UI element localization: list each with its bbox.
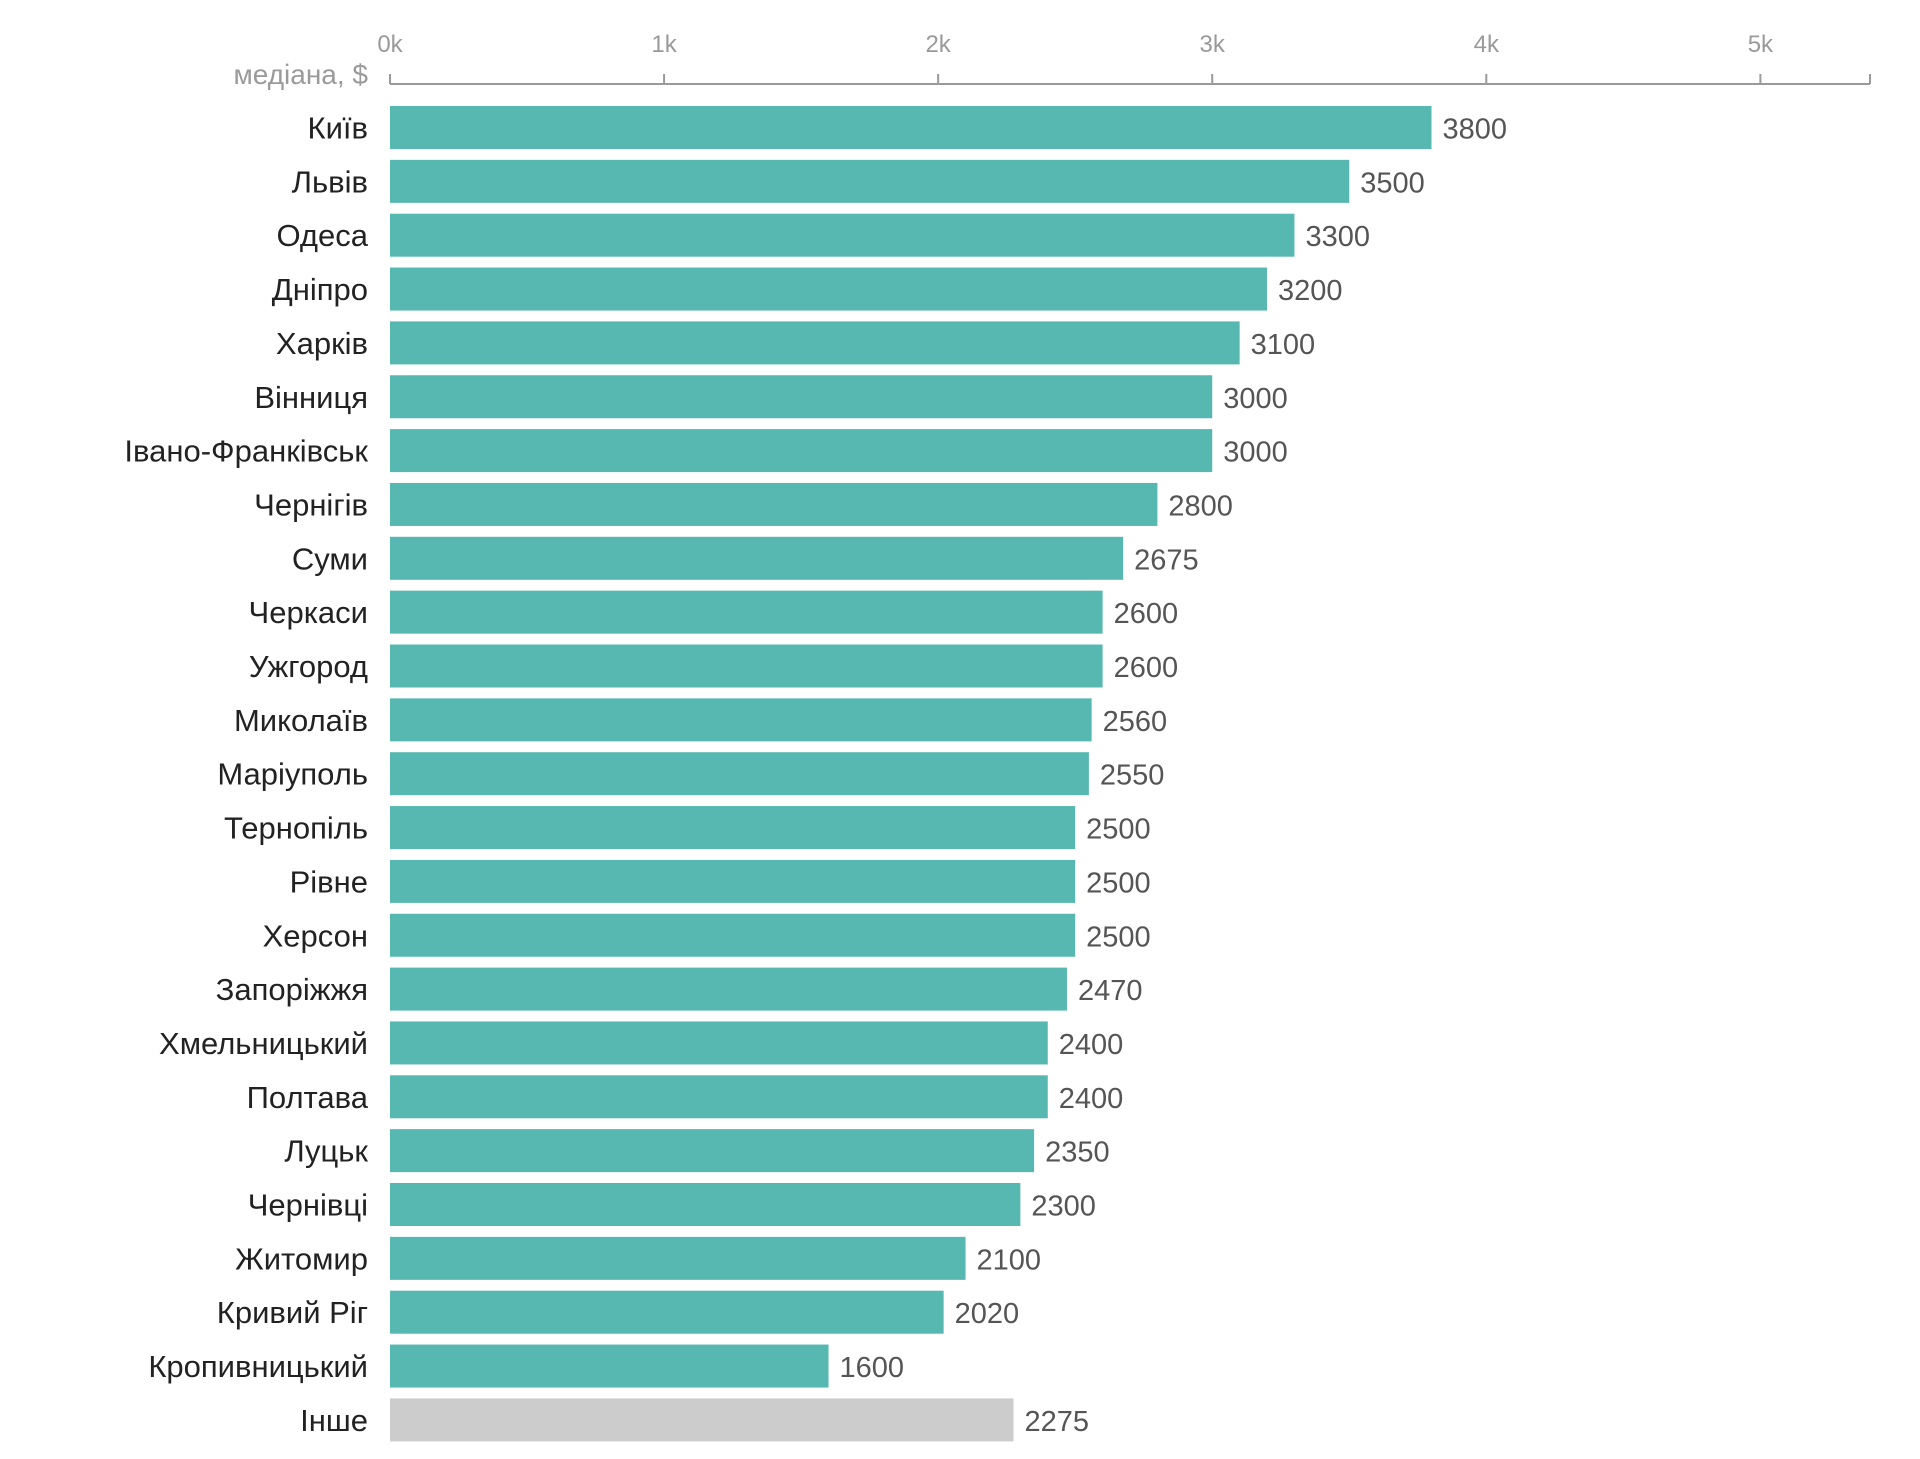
category-label: Херсон [263,918,368,953]
x-tick-label: 4k [1474,31,1500,58]
bar [390,967,1067,1011]
value-label: 2550 [1100,760,1165,792]
value-label: 2275 [1025,1406,1090,1438]
category-label: Рівне [290,864,368,899]
category-label: Кропивницький [148,1349,368,1384]
category-label: Вінниця [254,380,368,415]
value-labels: 3800 3500 3300 3200 3100 3000 3000 2800 2675 2600… [840,114,1507,1438]
category-label: Чернівці [248,1188,368,1223]
value-label: 3100 [1251,329,1316,361]
x-tick-label: 0k [377,31,403,58]
category-label: Полтава [247,1080,369,1115]
bar [390,1075,1048,1119]
bar [390,1344,829,1388]
value-label: 2800 [1168,490,1233,522]
bar [390,644,1103,688]
bar [390,213,1295,257]
value-label: 3000 [1223,383,1288,415]
category-label: Маріуполь [217,757,368,792]
value-label: 2300 [1031,1191,1096,1223]
x-tick-label: 5k [1748,31,1774,58]
category-labels: Київ Львів Одеса Дніпро Харків Вінниця Івано-Ф… [124,111,368,1438]
category-label: Чернігів [254,487,368,522]
category-label: Івано-Франківськ [124,434,368,469]
bar [390,1236,966,1280]
value-label: 2350 [1045,1137,1110,1169]
value-label: 3500 [1360,167,1425,199]
bar [390,1398,1014,1442]
bar [390,1129,1035,1173]
value-label: 2100 [977,1244,1042,1276]
value-label: 2675 [1134,544,1199,576]
category-label: Миколаїв [234,703,368,738]
bar [390,913,1076,957]
bar [390,752,1089,796]
value-label: 2400 [1059,1083,1124,1115]
value-label: 2500 [1086,867,1151,899]
value-label: 1600 [840,1352,905,1384]
value-label: 3200 [1278,275,1343,307]
category-label: Харків [276,326,368,361]
category-label: Одеса [276,218,368,253]
bar [390,482,1158,526]
value-label: 2600 [1114,598,1179,630]
category-label: Ужгород [249,649,368,684]
bar [390,267,1268,311]
value-label: 2400 [1059,1029,1124,1061]
category-label: Кривий Ріг [217,1295,368,1330]
bar [390,106,1432,149]
category-label: Суми [292,541,368,576]
bar [390,429,1213,473]
bars [390,106,1432,1442]
bar [390,1021,1048,1065]
bar [390,1183,1021,1226]
value-label: 2500 [1086,921,1151,953]
bar [390,159,1350,203]
value-label: 3300 [1305,221,1370,253]
bar [390,1290,944,1334]
category-label: Черкаси [249,595,368,630]
value-label: 2600 [1114,652,1179,684]
x-tick-label: 3k [1200,31,1226,58]
bar [390,698,1092,742]
category-label: Київ [308,111,368,146]
value-label: 3800 [1442,114,1507,146]
bar [390,321,1240,365]
value-label: 2500 [1086,814,1151,846]
value-label: 2470 [1078,975,1143,1007]
bar [390,590,1103,634]
x-axis: медіана, $ 0k 1k 2k 3k 4k 5k [233,31,1871,90]
x-axis-title: медіана, $ [233,59,368,90]
value-label: 2560 [1103,706,1168,738]
value-label: 2020 [955,1298,1020,1330]
category-label: Дніпро [272,272,368,307]
category-label: Житомир [235,1241,368,1276]
x-tick-label: 1k [651,31,677,58]
category-label: Інше [300,1403,368,1438]
bar [390,806,1076,850]
category-label: Луцьк [284,1134,368,1169]
bar [390,859,1076,903]
bar [390,536,1124,580]
x-tick-label: 2k [925,31,951,58]
category-label: Запоріжжя [216,972,368,1007]
bar [390,375,1213,419]
category-label: Тернопіль [224,811,368,846]
category-label: Львів [292,164,368,199]
category-label: Хмельницький [159,1026,368,1061]
value-label: 3000 [1223,437,1288,469]
